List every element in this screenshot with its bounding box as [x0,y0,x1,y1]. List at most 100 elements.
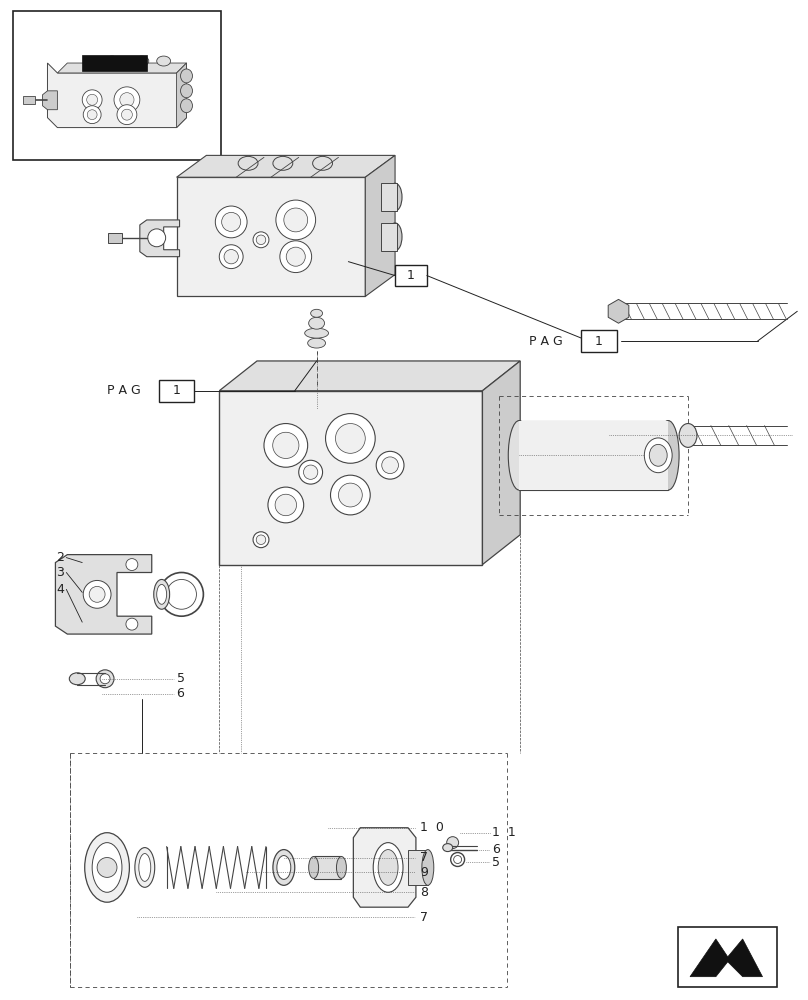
Circle shape [121,109,133,120]
Circle shape [377,451,404,479]
Polygon shape [219,391,482,565]
Ellipse shape [273,156,292,170]
Ellipse shape [644,438,672,473]
Circle shape [256,535,266,544]
Ellipse shape [388,223,402,251]
Polygon shape [608,299,629,323]
Text: 5: 5 [492,856,500,869]
Circle shape [126,559,138,571]
Text: 1  0: 1 0 [420,821,444,834]
Bar [13,11,221,160]
Circle shape [256,235,266,245]
Circle shape [304,465,318,479]
Bar [381,183,397,211]
Circle shape [83,106,101,124]
Polygon shape [365,155,395,296]
Ellipse shape [378,850,398,885]
Ellipse shape [305,328,329,338]
Ellipse shape [277,856,291,879]
Ellipse shape [85,833,129,902]
Ellipse shape [92,843,122,892]
Polygon shape [177,155,395,177]
Circle shape [330,475,370,515]
Circle shape [275,494,297,516]
Text: 5: 5 [177,672,184,685]
Circle shape [381,457,398,474]
Ellipse shape [650,444,667,466]
Text: 9: 9 [420,866,427,879]
Ellipse shape [308,338,326,348]
Circle shape [280,241,312,273]
Bar [381,223,397,251]
Circle shape [286,247,305,266]
Circle shape [120,93,134,107]
Text: 2: 2 [57,551,65,564]
Text: 6: 6 [492,843,500,856]
Ellipse shape [443,844,452,852]
Bar [158,380,195,402]
Ellipse shape [508,421,530,490]
Text: 4: 4 [57,583,65,596]
Circle shape [219,245,243,269]
Ellipse shape [310,309,322,317]
Text: 8: 8 [420,886,428,899]
Circle shape [447,837,459,849]
Text: 3: 3 [57,566,65,579]
Ellipse shape [679,424,697,447]
Ellipse shape [388,183,402,211]
Circle shape [273,432,299,458]
Circle shape [86,94,98,105]
Polygon shape [177,177,365,296]
Circle shape [96,670,114,688]
Circle shape [100,674,110,684]
Text: 6: 6 [177,687,184,700]
Ellipse shape [157,56,170,66]
Circle shape [82,90,102,110]
Ellipse shape [313,156,333,170]
Polygon shape [57,63,187,73]
Bar [581,330,617,352]
Ellipse shape [180,84,192,98]
Text: 7: 7 [420,911,428,924]
Ellipse shape [657,421,679,490]
Ellipse shape [273,850,295,885]
Circle shape [268,487,304,523]
Bar [395,265,427,286]
Text: 1: 1 [595,335,603,348]
Polygon shape [56,555,152,634]
Ellipse shape [157,584,166,604]
Polygon shape [177,63,187,128]
Bar [23,96,35,104]
Ellipse shape [69,673,85,685]
Circle shape [117,105,137,125]
Circle shape [126,618,138,630]
Ellipse shape [373,843,403,892]
Circle shape [335,424,365,453]
Circle shape [284,208,308,232]
Text: 1: 1 [173,384,180,397]
Circle shape [148,229,166,247]
Circle shape [97,858,117,877]
Polygon shape [482,361,520,565]
Text: 1: 1 [407,269,415,282]
Polygon shape [82,55,147,71]
Circle shape [264,424,308,467]
Ellipse shape [135,56,149,66]
Bar [678,927,777,987]
Circle shape [326,414,375,463]
Circle shape [339,483,362,507]
Text: P A G: P A G [107,384,141,397]
Polygon shape [48,63,187,128]
Circle shape [299,460,322,484]
Bar [408,850,427,885]
Ellipse shape [139,854,151,881]
Polygon shape [690,939,763,977]
Bar [520,421,668,490]
Ellipse shape [336,857,347,878]
Circle shape [276,200,316,240]
Ellipse shape [611,301,626,321]
Circle shape [87,110,97,120]
Circle shape [253,532,269,548]
Circle shape [253,232,269,248]
Ellipse shape [180,69,192,83]
